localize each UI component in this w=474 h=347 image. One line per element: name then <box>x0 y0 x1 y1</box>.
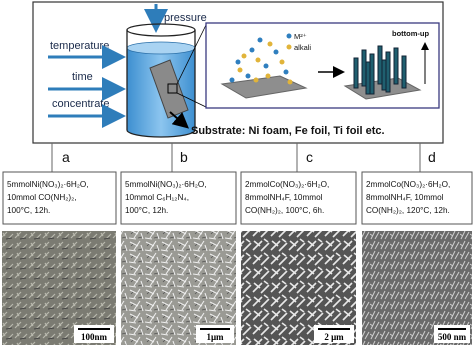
input-label: time <box>72 71 93 83</box>
recipe-line: 8mmolNH₄F, 10mmol <box>366 193 444 202</box>
panel-label: b <box>180 149 188 165</box>
nanowire-array <box>343 45 422 100</box>
legend-label: M²⁺ <box>294 32 307 41</box>
substrate-label: Substrate: Ni foam, Fe foil, Ti foil etc… <box>191 125 385 137</box>
recipe-line: 8mmolNH₄F, 10mmol <box>245 193 323 202</box>
input-label: concentrate <box>52 98 109 110</box>
panel-label: c <box>306 149 313 165</box>
recipe-line: CO(NH₂)₂, 120°C, 12h. <box>366 206 450 215</box>
recipe-line: 5mmolNi(NO₃)₂·6H₂O, <box>7 180 89 189</box>
scale-label: 1μm <box>206 332 224 342</box>
legend-label: alkali <box>294 43 311 52</box>
recipe-line: 10mmol C₆H₁₂N₄, <box>125 193 189 202</box>
panel-label: d <box>428 149 436 165</box>
input-label: temperature <box>50 40 109 52</box>
recipe-line: 5mmolNi(NO₃)₂·6H₂O, <box>125 180 207 189</box>
reactor <box>126 23 207 138</box>
panel-label: a <box>62 149 70 165</box>
recipe-line: 2mmolCo(NO₃)₂·6H₂O, <box>366 180 450 189</box>
connectors <box>51 143 421 172</box>
recipes: 5mmolNi(NO₃)₂·6H₂O, 10mmol CO(NH₂)₂, 100… <box>7 180 450 215</box>
recipe-line: 100°C, 12h. <box>7 206 50 215</box>
direction-label: bottom-up <box>392 29 429 38</box>
scale-label: 500 nm <box>438 332 467 342</box>
recipe-line: 100°C, 12h. <box>125 206 168 215</box>
scale-label: 100nm <box>81 332 108 342</box>
recipe-line: 2mmolCo(NO₃)₂·6H₂O, <box>245 180 329 189</box>
recipe-boxes <box>2 171 473 225</box>
recipe-line: CO(NH₂)₂, 100°C, 6h. <box>245 206 324 215</box>
recipe-line: 10mmol CO(NH₂)₂, <box>7 193 77 202</box>
ion-substrate <box>220 33 308 99</box>
pressure-label: pressure <box>164 12 207 24</box>
scale-label: 2 μm <box>324 332 344 342</box>
